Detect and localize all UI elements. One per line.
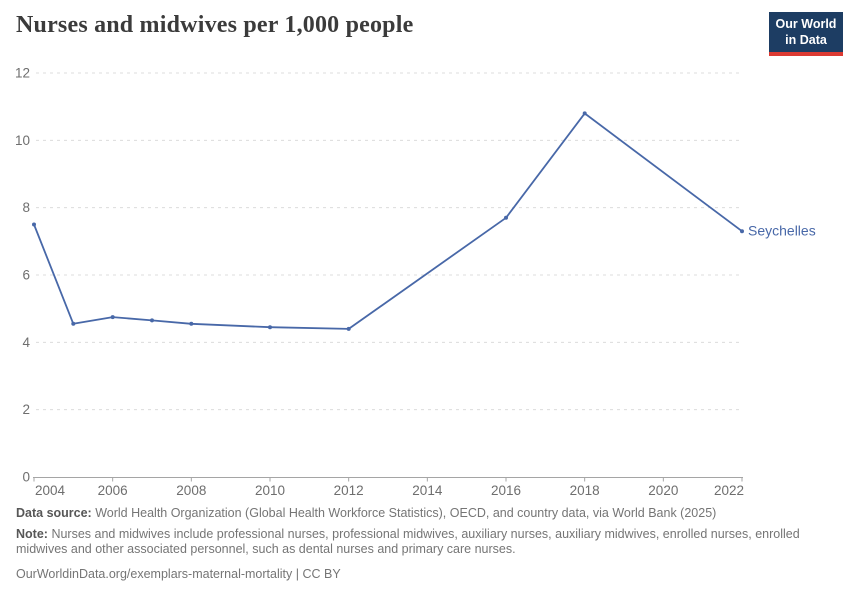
data-point-2012[interactable]: [346, 326, 351, 331]
data-point-2018[interactable]: [582, 111, 587, 116]
data-source-text: World Health Organization (Global Health…: [95, 506, 717, 520]
y-axis-label-2: 2: [22, 402, 30, 417]
line-chart-canvas[interactable]: 0 2 4 6 8 10 12 2004 2006 2008 2010 2012 2014 2016 201…: [0, 0, 850, 505]
x-axis-label-2012: 2012: [334, 483, 364, 498]
y-axis-label-6: 6: [22, 268, 30, 283]
license-cc-by[interactable]: CC BY: [302, 566, 341, 581]
x-axis-label-2020: 2020: [648, 483, 678, 498]
note-line: Note: Nurses and midwives include profes…: [16, 527, 838, 558]
data-point-2006[interactable]: [110, 315, 115, 320]
y-axis-label-8: 8: [22, 200, 30, 215]
y-axis-label-0: 0: [22, 470, 30, 485]
series-line-seychelles[interactable]: [33, 112, 743, 330]
data-point-2005[interactable]: [71, 321, 76, 326]
x-axis-label-2008: 2008: [176, 483, 206, 498]
data-point-2004[interactable]: [32, 222, 36, 227]
data-point-2008[interactable]: [189, 321, 194, 326]
note-label: Note:: [16, 526, 48, 541]
x-axis-label-2010: 2010: [255, 483, 285, 498]
x-axis-label-2022: 2022: [714, 483, 744, 498]
x-axis-label-2004: 2004: [35, 483, 66, 498]
data-point-2022[interactable]: [740, 229, 744, 234]
canonical-url[interactable]: OurWorldinData.org/exemplars-maternal-mo…: [16, 566, 293, 581]
attribution-line: OurWorldinData.org/exemplars-maternal-mo…: [16, 567, 838, 583]
series-end-label[interactable]: Seychelles: [748, 223, 816, 239]
y-axis-label-12: 12: [15, 66, 30, 81]
logo-line1: Our World: [775, 17, 837, 31]
y-axis-label-4: 4: [22, 335, 30, 350]
x-axis-label-2006: 2006: [98, 483, 128, 498]
note-text: Nurses and midwives include professional…: [16, 526, 800, 557]
x-axis-label-2018: 2018: [570, 483, 600, 498]
data-source-label: Data source:: [16, 506, 92, 520]
logo-line2: in Data: [785, 32, 827, 47]
x-axis-label-2016: 2016: [491, 483, 521, 498]
x-axis-label-2014: 2014: [412, 483, 443, 498]
chart-footer: Data source: World Health Organization (…: [16, 506, 838, 583]
data-point-2010[interactable]: [268, 325, 272, 330]
data-point-2007[interactable]: [150, 318, 154, 323]
data-source-line: Data source: World Health Organization (…: [16, 506, 838, 522]
chart-title: Nurses and midwives per 1,000 people: [16, 12, 414, 38]
license-separator: |: [292, 566, 303, 581]
owid-logo[interactable]: Our World in Data: [769, 12, 843, 57]
data-point-2016[interactable]: [504, 215, 508, 220]
y-axis-label-10: 10: [15, 133, 30, 148]
